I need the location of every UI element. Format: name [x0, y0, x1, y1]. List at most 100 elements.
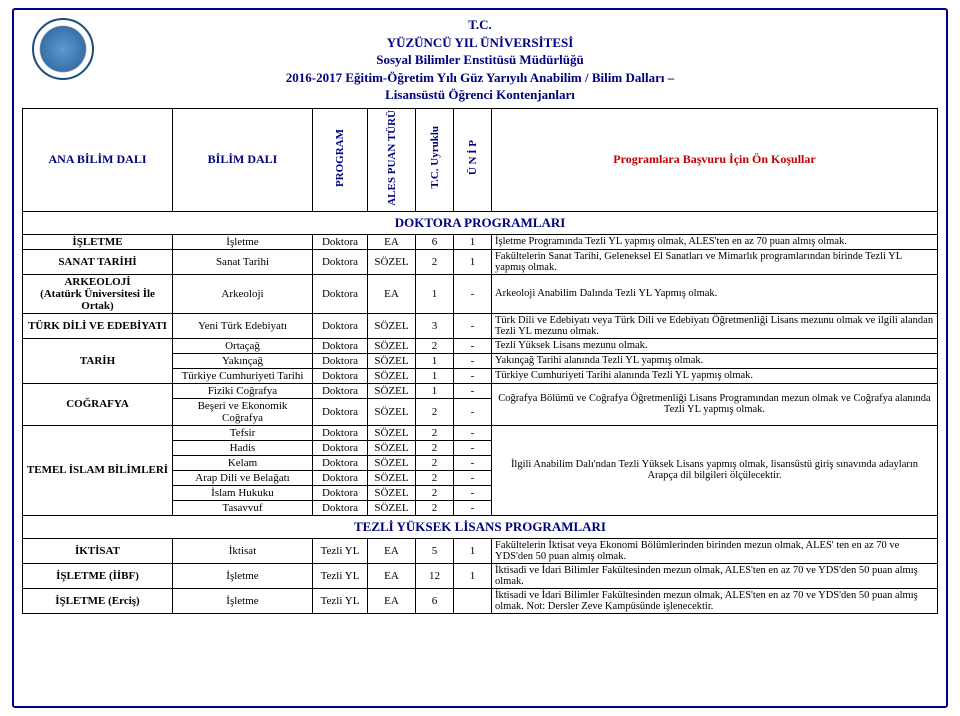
hdr-program: PROGRAM	[313, 108, 368, 211]
cell-unip: -	[454, 383, 492, 398]
cell-prereq: Türkiye Cumhuriyeti Tarihi alanında Tezl…	[492, 368, 938, 383]
hdr-prereq: Programlara Başvuru İçin Ön Koşullar	[492, 108, 938, 211]
section-title: DOKTORA PROGRAMLARI	[23, 211, 938, 234]
cell-prog: Doktora	[313, 338, 368, 353]
cell-unip: -	[454, 500, 492, 515]
cell-ales: EA	[368, 563, 416, 588]
cell-ales: SÖZEL	[368, 485, 416, 500]
cell-bilim: İşletme	[173, 234, 313, 249]
cell-ana: İŞLETME (İİBF)	[23, 563, 173, 588]
cell-tc: 2	[416, 470, 454, 485]
table-row: TÜRK DİLİ VE EDEBİYATIYeni Türk Edebiyat…	[23, 313, 938, 338]
title-line-1: T.C.	[22, 16, 938, 34]
cell-bilim: Kelam	[173, 455, 313, 470]
cell-prereq: İktisadi ve İdari Bilimler Fakültesinden…	[492, 563, 938, 588]
cell-bilim: İşletme	[173, 563, 313, 588]
page-frame: T.C. YÜZÜNCÜ YIL ÜNİVERSİTESİ Sosyal Bil…	[12, 8, 948, 708]
cell-bilim: İşletme	[173, 588, 313, 613]
cell-bilim: Türkiye Cumhuriyeti Tarihi	[173, 368, 313, 383]
table-row: TARİHOrtaçağDoktoraSÖZEL2-Tezli Yüksek L…	[23, 338, 938, 353]
cell-prereq: Coğrafya Bölümü ve Coğrafya Öğretmenliği…	[492, 383, 938, 425]
cell-tc: 2	[416, 500, 454, 515]
hdr-ales: ALES PUAN TÜRÜ	[368, 108, 416, 211]
cell-bilim: Beşeri ve Ekonomik Coğrafya	[173, 398, 313, 425]
hdr-bilim: BİLİM DALI	[173, 108, 313, 211]
cell-bilim: İktisat	[173, 538, 313, 563]
cell-prog: Doktora	[313, 234, 368, 249]
cell-prereq: Arkeoloji Anabilim Dalında Tezli YL Yapm…	[492, 274, 938, 313]
cell-bilim: Yeni Türk Edebiyatı	[173, 313, 313, 338]
title-line-4: 2016-2017 Eğitim-Öğretim Yılı Güz Yarıyı…	[22, 69, 938, 87]
cell-ales: SÖZEL	[368, 368, 416, 383]
cell-ales: SÖZEL	[368, 313, 416, 338]
cell-tc: 2	[416, 425, 454, 440]
cell-bilim: Yakınçağ	[173, 353, 313, 368]
title-line-5: Lisansüstü Öğrenci Kontenjanları	[22, 86, 938, 104]
table-row: İŞLETME (Erciş)İşletmeTezli YLEA6İktisad…	[23, 588, 938, 613]
cell-prog: Doktora	[313, 455, 368, 470]
section-title: TEZLİ YÜKSEK LİSANS PROGRAMLARI	[23, 515, 938, 538]
cell-tc: 2	[416, 440, 454, 455]
cell-prog: Doktora	[313, 353, 368, 368]
section-header: TEZLİ YÜKSEK LİSANS PROGRAMLARI	[23, 515, 938, 538]
cell-tc: 2	[416, 455, 454, 470]
cell-tc: 2	[416, 398, 454, 425]
cell-ales: EA	[368, 234, 416, 249]
cell-tc: 6	[416, 588, 454, 613]
cell-unip: -	[454, 338, 492, 353]
header: T.C. YÜZÜNCÜ YIL ÜNİVERSİTESİ Sosyal Bil…	[22, 16, 938, 104]
cell-bilim: Tasavvuf	[173, 500, 313, 515]
table-header-row: ANA BİLİM DALI BİLİM DALI PROGRAM ALES P…	[23, 108, 938, 211]
cell-ana: TÜRK DİLİ VE EDEBİYATI	[23, 313, 173, 338]
cell-unip: -	[454, 398, 492, 425]
table-row: ARKEOLOJİ(Atatürk Üniversitesi İle Ortak…	[23, 274, 938, 313]
cell-tc: 2	[416, 249, 454, 274]
hdr-tc: T.C. Uyruklu	[416, 108, 454, 211]
cell-prog: Doktora	[313, 368, 368, 383]
title-line-2: YÜZÜNCÜ YIL ÜNİVERSİTESİ	[22, 34, 938, 52]
cell-ales: SÖZEL	[368, 500, 416, 515]
cell-unip: -	[454, 353, 492, 368]
table-body: DOKTORA PROGRAMLARIİŞLETMEİşletmeDoktora…	[23, 211, 938, 613]
cell-ana: İŞLETME (Erciş)	[23, 588, 173, 613]
cell-bilim: Arkeoloji	[173, 274, 313, 313]
university-logo	[32, 18, 94, 80]
cell-prereq: Yakınçağ Tarihi alanında Tezli YL yapmış…	[492, 353, 938, 368]
cell-prog: Doktora	[313, 383, 368, 398]
title-line-3: Sosyal Bilimler Enstitüsü Müdürlüğü	[22, 51, 938, 69]
cell-prog: Doktora	[313, 440, 368, 455]
cell-ana: COĞRAFYA	[23, 383, 173, 425]
hdr-ana: ANA BİLİM DALI	[23, 108, 173, 211]
cell-prereq: İlgili Anabilim Dalı'ndan Tezli Yüksek L…	[492, 425, 938, 515]
cell-tc: 1	[416, 274, 454, 313]
cell-prereq: İktisadi ve İdari Bilimler Fakültesinden…	[492, 588, 938, 613]
table-row: İŞLETME (İİBF)İşletmeTezli YLEA121İktisa…	[23, 563, 938, 588]
table-row: TEMEL İSLAM BİLİMLERİTefsirDoktoraSÖZEL2…	[23, 425, 938, 440]
cell-unip	[454, 588, 492, 613]
cell-ales: SÖZEL	[368, 353, 416, 368]
cell-prereq: Fakültelerin İktisat veya Ekonomi Bölüml…	[492, 538, 938, 563]
cell-bilim: Sanat Tarihi	[173, 249, 313, 274]
cell-unip: -	[454, 425, 492, 440]
cell-prog: Tezli YL	[313, 538, 368, 563]
cell-ales: SÖZEL	[368, 338, 416, 353]
cell-unip: -	[454, 485, 492, 500]
cell-ana: SANAT TARİHİ	[23, 249, 173, 274]
quota-table: ANA BİLİM DALI BİLİM DALI PROGRAM ALES P…	[22, 108, 938, 614]
table-row: COĞRAFYAFiziki CoğrafyaDoktoraSÖZEL1-Coğ…	[23, 383, 938, 398]
cell-bilim: İslam Hukuku	[173, 485, 313, 500]
cell-tc: 12	[416, 563, 454, 588]
cell-prog: Doktora	[313, 249, 368, 274]
cell-bilim: Tefsir	[173, 425, 313, 440]
cell-ales: SÖZEL	[368, 383, 416, 398]
cell-unip: -	[454, 470, 492, 485]
cell-prereq: Fakültelerin Sanat Tarihi, Geleneksel El…	[492, 249, 938, 274]
cell-ana: TEMEL İSLAM BİLİMLERİ	[23, 425, 173, 515]
cell-prog: Doktora	[313, 500, 368, 515]
cell-unip: 1	[454, 538, 492, 563]
cell-unip: -	[454, 455, 492, 470]
cell-prereq: İşletme Programında Tezli YL yapmış olma…	[492, 234, 938, 249]
section-header: DOKTORA PROGRAMLARI	[23, 211, 938, 234]
cell-ana: İKTİSAT	[23, 538, 173, 563]
cell-tc: 6	[416, 234, 454, 249]
